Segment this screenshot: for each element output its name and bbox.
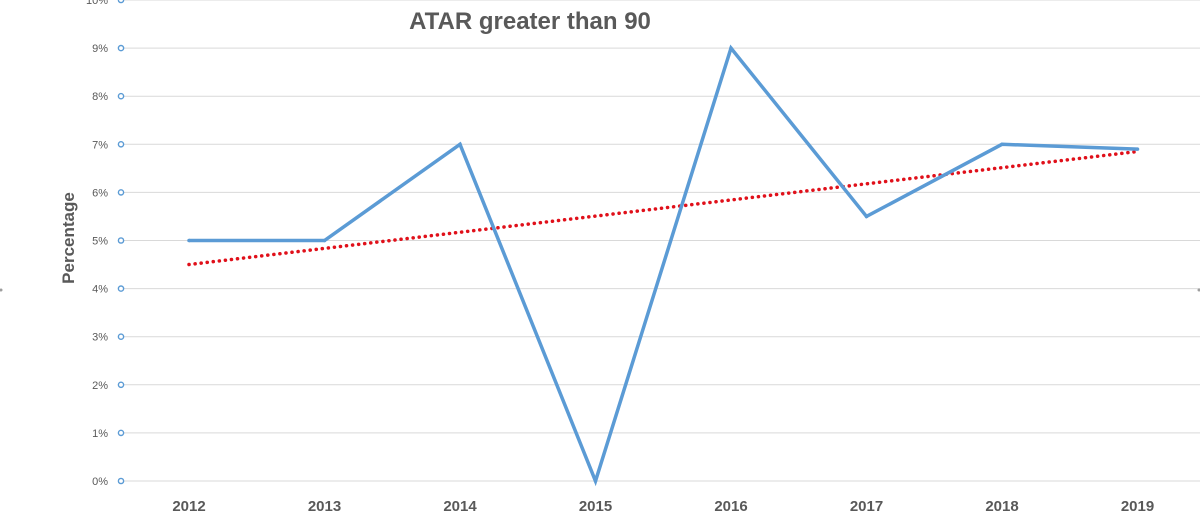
data-point xyxy=(729,46,733,50)
data-point xyxy=(1135,147,1140,151)
y-tick-marker xyxy=(117,140,125,148)
x-tick-label: 2014 xyxy=(443,498,477,515)
y-tick-label: 9% xyxy=(92,43,108,55)
y-axis-markers xyxy=(117,0,125,485)
series-layer xyxy=(187,44,1140,487)
chart-title: ATAR greater than 90 xyxy=(409,8,651,35)
y-tick-label: 5% xyxy=(92,236,108,248)
x-tick-label: 2019 xyxy=(1121,498,1154,515)
x-tick-label: 2012 xyxy=(172,498,205,515)
series-line xyxy=(189,44,1138,487)
y-tick-marker xyxy=(117,285,125,292)
y-tick-marker xyxy=(117,429,125,437)
gridlines xyxy=(122,0,1200,482)
y-tick-label: 4% xyxy=(92,284,108,296)
trendline-layer xyxy=(187,149,1140,267)
data-point xyxy=(322,238,327,243)
x-tick-label: 2017 xyxy=(850,498,883,515)
y-tick-marker xyxy=(117,44,125,52)
y-tick-label: 1% xyxy=(92,428,108,440)
y-axis-label: Percentage xyxy=(59,192,78,284)
y-tick-marker xyxy=(117,189,125,196)
y-tick-label: 8% xyxy=(92,91,108,103)
y-tick-labels: 0% 1% 2% 3% 4% 5% 6% 7% 8% 9% 10% xyxy=(86,0,108,488)
x-tick-label: 2016 xyxy=(714,498,747,515)
y-tick-marker xyxy=(117,0,125,4)
y-tick-label: 7% xyxy=(92,139,108,151)
y-tick-marker xyxy=(117,237,125,244)
y-tick-label: 2% xyxy=(92,380,108,392)
right-edge-marker xyxy=(1197,288,1200,292)
data-point xyxy=(1000,142,1004,147)
trendline xyxy=(187,149,1140,267)
y-tick-marker xyxy=(117,477,125,485)
data-point xyxy=(458,142,462,147)
y-tick-label: 10% xyxy=(86,0,108,7)
data-point xyxy=(593,479,598,483)
x-tick-label: 2013 xyxy=(308,498,341,515)
x-tick-label: 2018 xyxy=(985,498,1018,515)
x-tick-labels: 2012 2013 2014 2015 2016 2017 2018 2019 xyxy=(172,498,1154,515)
left-edge-marker xyxy=(0,288,3,292)
y-tick-marker xyxy=(117,333,125,341)
y-tick-marker xyxy=(117,381,125,389)
data-point xyxy=(187,238,191,243)
y-tick-label: 0% xyxy=(92,476,108,488)
data-point xyxy=(864,214,869,219)
y-tick-label: 6% xyxy=(92,187,108,199)
y-tick-marker xyxy=(117,92,125,100)
y-tick-label: 3% xyxy=(92,332,108,344)
x-tick-label: 2015 xyxy=(579,498,612,515)
